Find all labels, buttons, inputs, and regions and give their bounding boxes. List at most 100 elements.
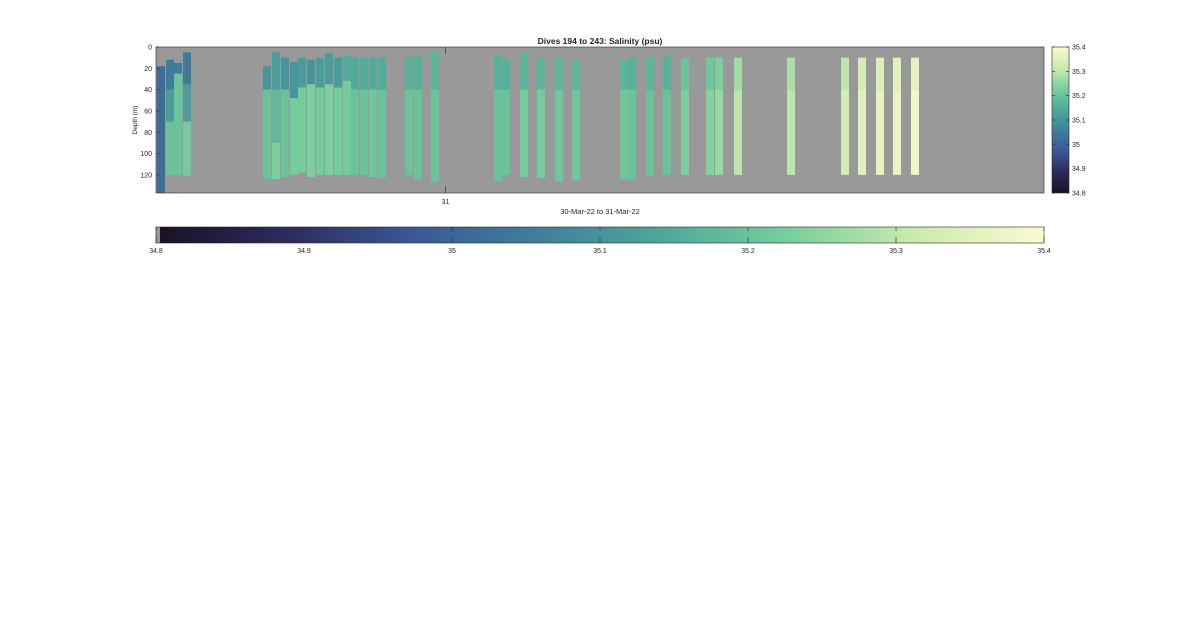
salinity-cell (307, 59, 315, 85)
salinity-cell (298, 87, 306, 173)
salinity-cell (494, 55, 502, 90)
salinity-cell (281, 89, 289, 178)
salinity-cell (646, 57, 654, 90)
profile-column (555, 57, 563, 182)
salinity-cell (681, 89, 689, 175)
profile-column (431, 51, 439, 183)
plot-frame (155, 46, 1045, 194)
profile-column (876, 57, 884, 175)
profile-column (325, 53, 333, 175)
profile-column (520, 53, 528, 178)
salinity-cell (334, 87, 342, 175)
salinity-cell (893, 57, 901, 90)
salinity-cell (414, 89, 422, 180)
salinity-cell (431, 89, 439, 183)
profile-column (263, 66, 271, 180)
x-axis-label: 30-Mar-22 to 31-Mar-22 (560, 207, 640, 216)
salinity-cell (911, 89, 919, 175)
profile-column (316, 57, 324, 175)
vertical-colorbar-tick-label: 34.8 (1072, 191, 1086, 198)
profile-column (646, 57, 654, 176)
y-tick-label: 120 (140, 172, 152, 179)
salinity-cell (572, 89, 580, 181)
salinity-cell (351, 89, 359, 175)
salinity-cell (290, 61, 298, 99)
profile-column (307, 59, 315, 178)
profile-column (298, 57, 306, 173)
salinity-cell (272, 142, 280, 180)
profile-column (572, 59, 580, 181)
salinity-cell (572, 59, 580, 90)
profile-column (369, 57, 377, 178)
salinity-cell (272, 89, 280, 143)
salinity-cell (555, 57, 563, 90)
salinity-cell (537, 89, 545, 179)
profile-column (183, 52, 191, 176)
profile-column (893, 57, 901, 175)
profile-column (715, 57, 723, 175)
profile-column (841, 57, 849, 175)
salinity-cell (351, 57, 359, 90)
profile-column (414, 55, 422, 180)
salinity-cell (272, 52, 280, 90)
salinity-cell (502, 89, 510, 175)
horizontal-colorbar-tick-label: 34.9 (297, 248, 311, 255)
vertical-colorbar-tick-label: 35.4 (1072, 45, 1086, 52)
horizontal-colorbar-tick-label: 35 (448, 248, 456, 255)
profile-column (858, 57, 866, 175)
horizontal-colorbar-tick-label: 35.2 (741, 248, 755, 255)
profile-column (706, 57, 714, 175)
salinity-cell (787, 57, 795, 90)
plot-axes: 0 20 40 60 80 100 120 31 Dives 194 to 243: Sal… (132, 36, 1045, 216)
profile-column (502, 59, 510, 175)
salinity-cell (681, 57, 689, 90)
profile-column (166, 59, 174, 175)
profile-column (360, 57, 368, 175)
salinity-cell (628, 89, 636, 181)
profile-column (272, 52, 280, 180)
salinity-cell (520, 53, 528, 90)
salinity-cell (378, 89, 386, 179)
salinity-cell (876, 57, 884, 90)
plot-background (156, 47, 1044, 193)
vertical-colorbar-tick-label: 34.9 (1072, 166, 1086, 173)
salinity-cell (157, 74, 165, 193)
salinity-cell (166, 89, 174, 122)
salinity-cell (360, 89, 368, 175)
salinity-cell (369, 57, 377, 90)
salinity-cell (706, 89, 714, 175)
salinity-cell (494, 89, 502, 182)
salinity-cell (663, 55, 671, 90)
profile-column (494, 55, 502, 182)
y-tick-label: 40 (144, 87, 152, 94)
salinity-cell (646, 89, 654, 176)
profile-column (157, 66, 165, 193)
salinity-cell (414, 55, 422, 90)
profile-column (787, 57, 795, 175)
salinity-cell (663, 89, 671, 175)
vertical-colorbar-tick-label: 35.2 (1072, 93, 1086, 100)
salinity-cell (343, 55, 351, 82)
salinity-cell (263, 89, 271, 180)
x-tick-label: 31 (442, 199, 450, 206)
salinity-cell (787, 89, 795, 175)
salinity-cell (876, 89, 884, 175)
salinity-cell (183, 52, 191, 85)
salinity-cell (893, 89, 901, 175)
profile-column (290, 61, 298, 175)
vertical-colorbar-tick-label: 35.1 (1072, 118, 1086, 125)
horizontal-colorbar-tick-label: 34.8 (149, 248, 163, 255)
vertical-colorbar: 34.8 34.9 35 35.1 35.2 35.3 35.4 (1051, 45, 1086, 198)
salinity-cell (263, 66, 271, 90)
horizontal-colorbar-fill (160, 227, 1044, 243)
salinity-cell (166, 59, 174, 90)
horizontal-colorbar-ticks: 34.8 34.9 35 35.1 35.2 35.3 35.4 (149, 227, 1051, 255)
vertical-colorbar-fill (1052, 47, 1069, 193)
horizontal-colorbar: 34.8 34.9 35 35.1 35.2 35.3 35.4 (149, 226, 1051, 255)
salinity-cell (290, 98, 298, 175)
salinity-cell (405, 89, 413, 175)
salinity-cell (325, 53, 333, 85)
salinity-cell (520, 89, 528, 178)
salinity-cell (316, 57, 324, 88)
